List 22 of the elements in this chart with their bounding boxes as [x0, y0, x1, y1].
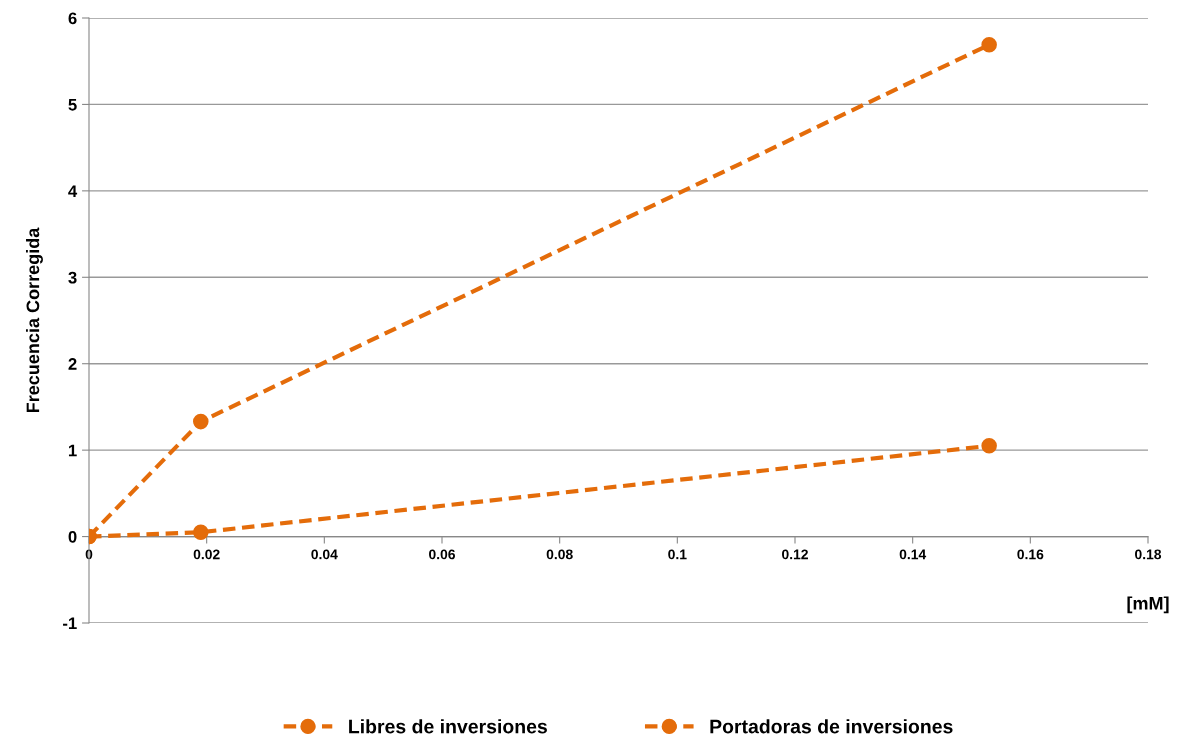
x-axis-title: [mM] [1127, 596, 1169, 614]
x-tick-label: 0.06 [429, 549, 456, 560]
legend-label: Libres de inversiones [349, 719, 547, 734]
x-tick-label: 0.04 [311, 549, 338, 560]
y-tick-label: 3 [68, 271, 77, 284]
y-tick-label: 2 [68, 358, 77, 370]
x-tick-label: 0.12 [782, 549, 808, 560]
y-tick-label: -1 [63, 617, 77, 630]
legend-label: Portadoras de inversiones [710, 719, 953, 734]
y-tick-label: 6 [68, 12, 77, 25]
x-tick-label: 0.08 [546, 549, 573, 560]
x-tick-label: 0.02 [193, 549, 220, 560]
y-axis-title: Frecuencia Corregida [26, 227, 43, 413]
y-tick-label: 0 [68, 530, 77, 543]
y-tick-label: 1 [68, 444, 77, 457]
x-tick-label: 0.16 [1017, 549, 1044, 560]
y-tick-label: 5 [68, 99, 77, 111]
x-tick-label: 0.14 [899, 549, 927, 560]
x-tick-label: 0.18 [1135, 549, 1162, 560]
x-tick-label: 0.1 [668, 549, 687, 560]
y-tick-label: 4 [68, 185, 78, 197]
x-tick-label: 0 [85, 549, 93, 560]
